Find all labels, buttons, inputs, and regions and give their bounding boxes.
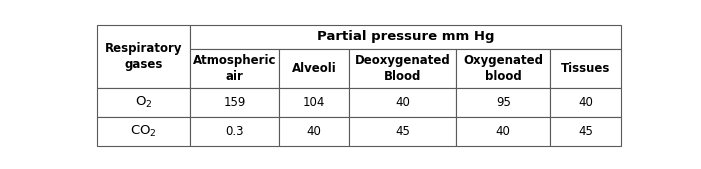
Bar — [550, 88, 621, 117]
Text: $\mathrm{O_2}$: $\mathrm{O_2}$ — [135, 95, 153, 110]
Bar — [190, 117, 279, 146]
Text: Oxygenated
blood: Oxygenated blood — [463, 54, 543, 83]
Bar — [279, 49, 349, 88]
Bar — [190, 88, 279, 117]
Text: 40: 40 — [496, 125, 510, 138]
Text: Alveoli: Alveoli — [292, 62, 336, 75]
Bar — [97, 88, 190, 117]
Text: Respiratory
gases: Respiratory gases — [105, 42, 182, 71]
Bar — [550, 49, 621, 88]
Bar — [456, 117, 550, 146]
Text: 45: 45 — [578, 125, 593, 138]
Bar — [349, 117, 456, 146]
Bar — [279, 88, 349, 117]
Bar — [456, 49, 550, 88]
Bar — [349, 88, 456, 117]
Text: 95: 95 — [496, 96, 510, 109]
Bar — [190, 25, 621, 49]
Bar — [97, 117, 190, 146]
Text: 104: 104 — [303, 96, 325, 109]
Bar — [97, 25, 190, 88]
Text: Partial pressure mm Hg: Partial pressure mm Hg — [317, 30, 494, 43]
Bar — [349, 49, 456, 88]
Bar — [279, 117, 349, 146]
Text: Deoxygenated
Blood: Deoxygenated Blood — [355, 54, 451, 83]
Text: 45: 45 — [395, 125, 410, 138]
Text: 0.3: 0.3 — [225, 125, 244, 138]
Text: 40: 40 — [578, 96, 593, 109]
Text: 40: 40 — [395, 96, 410, 109]
Bar — [456, 88, 550, 117]
Text: 40: 40 — [306, 125, 322, 138]
Bar — [550, 117, 621, 146]
Text: $\mathrm{CO_2}$: $\mathrm{CO_2}$ — [130, 124, 157, 139]
Text: Atmospheric
air: Atmospheric air — [193, 54, 276, 83]
Text: Tissues: Tissues — [561, 62, 611, 75]
Bar — [190, 49, 279, 88]
Text: 159: 159 — [224, 96, 245, 109]
